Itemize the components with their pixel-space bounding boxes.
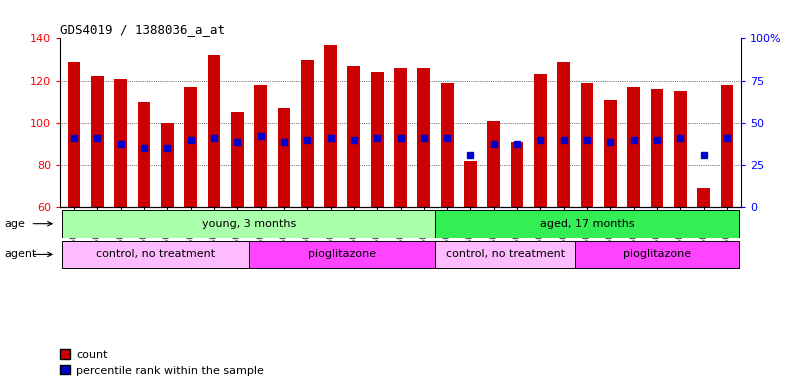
Bar xyxy=(207,55,220,207)
Bar xyxy=(371,72,384,207)
Bar xyxy=(417,68,430,207)
Bar xyxy=(301,60,314,207)
Bar xyxy=(436,210,739,237)
Bar xyxy=(324,45,337,207)
Bar xyxy=(254,85,267,207)
Bar xyxy=(91,76,104,207)
Bar xyxy=(627,87,640,207)
Bar xyxy=(184,87,197,207)
Bar xyxy=(697,188,710,207)
Text: pioglitazone: pioglitazone xyxy=(308,249,376,260)
Bar xyxy=(557,62,570,207)
Text: aged, 17 months: aged, 17 months xyxy=(540,218,634,229)
Text: control, no treatment: control, no treatment xyxy=(96,249,215,260)
Bar xyxy=(464,161,477,207)
Bar xyxy=(277,108,290,207)
Text: control, no treatment: control, no treatment xyxy=(446,249,565,260)
Bar xyxy=(161,123,174,207)
Text: agent: agent xyxy=(4,249,36,260)
Bar xyxy=(604,100,617,207)
Bar xyxy=(138,102,151,207)
Bar xyxy=(511,142,524,207)
Bar xyxy=(581,83,594,207)
Text: pioglitazone: pioglitazone xyxy=(623,249,691,260)
Bar xyxy=(487,121,500,207)
Bar xyxy=(650,89,663,207)
Bar xyxy=(67,62,80,207)
Bar xyxy=(441,83,453,207)
Bar xyxy=(436,240,575,268)
Text: count: count xyxy=(76,350,107,360)
Text: young, 3 months: young, 3 months xyxy=(202,218,296,229)
Text: GDS4019 / 1388036_a_at: GDS4019 / 1388036_a_at xyxy=(60,23,225,36)
Text: percentile rank within the sample: percentile rank within the sample xyxy=(76,366,264,376)
Bar xyxy=(721,85,734,207)
Bar xyxy=(394,68,407,207)
Bar xyxy=(231,112,244,207)
Bar xyxy=(249,240,436,268)
Bar xyxy=(575,240,739,268)
Bar xyxy=(62,210,436,237)
Bar xyxy=(348,66,360,207)
Bar xyxy=(534,74,547,207)
Bar xyxy=(62,240,249,268)
Text: age: age xyxy=(4,218,25,229)
Bar xyxy=(674,91,686,207)
Bar xyxy=(115,79,127,207)
